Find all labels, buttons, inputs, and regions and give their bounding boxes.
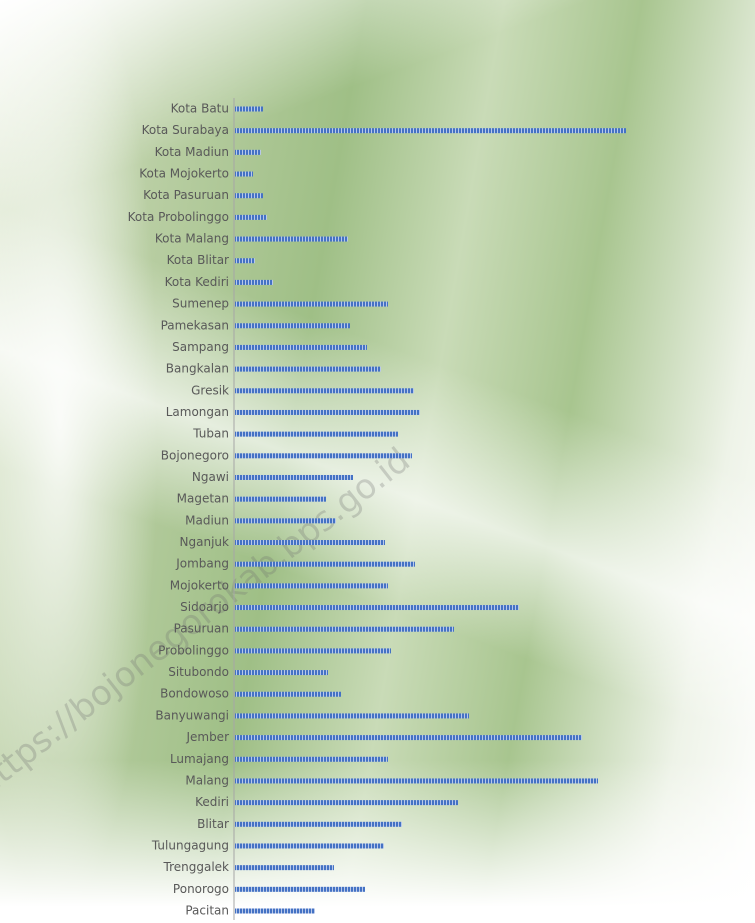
bar: [235, 171, 253, 177]
bar: [235, 193, 263, 199]
bar: [235, 301, 388, 307]
bar: [235, 691, 341, 697]
y-tick-label: Lamongan: [166, 405, 229, 419]
y-tick-label: Bojonegoro: [161, 448, 229, 462]
y-tick-label: Ponorogo: [173, 882, 229, 896]
bar: [235, 431, 398, 437]
y-tick-label: Kota Mojokerto: [139, 167, 229, 181]
bar: [235, 323, 350, 329]
y-tick-label: Ngawi: [192, 470, 229, 484]
y-tick-label: Kota Probolinggo: [128, 210, 229, 224]
bar: [235, 561, 415, 567]
bar: [235, 344, 367, 350]
y-tick-label: Blitar: [197, 817, 229, 831]
bar: [235, 366, 381, 372]
y-tick-label: Bondowoso: [160, 687, 229, 701]
bar: [235, 756, 388, 762]
bar: [235, 496, 326, 502]
bar: [235, 236, 348, 242]
y-tick-label: Mojokerto: [170, 578, 229, 592]
bar: [235, 106, 263, 112]
bar: [235, 583, 388, 589]
y-tick-label: Malang: [185, 773, 229, 787]
bar: [235, 735, 582, 741]
bar: [235, 626, 454, 632]
y-tick-label: Probolinggo: [158, 643, 229, 657]
y-tick-label: Jember: [185, 730, 229, 744]
y-tick-label: Kota Surabaya: [142, 123, 229, 137]
bar: [235, 214, 267, 220]
bar: [235, 540, 385, 546]
bar: [235, 908, 315, 914]
bar: [235, 258, 255, 264]
y-tick-label: Banyuwangi: [155, 708, 229, 722]
y-tick-label: Kediri: [195, 795, 229, 809]
bar: [235, 149, 261, 155]
bar: [235, 886, 365, 892]
bar: [235, 821, 402, 827]
bar: [235, 128, 626, 134]
y-tick-label: Kota Batu: [171, 102, 229, 116]
bar: [235, 670, 328, 676]
y-tick-label: Sumenep: [172, 297, 229, 311]
y-tick-label: Nganjuk: [180, 535, 229, 549]
y-tick-label: Sampang: [172, 340, 229, 354]
y-tick-label: Kota Kediri: [165, 275, 229, 289]
y-tick-label: Pamekasan: [161, 318, 229, 332]
y-tick-label: Kota Madiun: [155, 145, 229, 159]
y-tick-label: Madiun: [185, 513, 229, 527]
bar: [235, 409, 420, 415]
y-tick-label: Sidoarjo: [180, 600, 229, 614]
bar: [235, 865, 334, 871]
bar: [235, 518, 336, 524]
y-tick-label: Jombang: [175, 557, 229, 571]
bar: [235, 713, 469, 719]
y-tick-label: Pacitan: [185, 904, 229, 918]
bar: [235, 605, 519, 611]
y-tick-label: Bangkalan: [166, 362, 229, 376]
y-tick-label: Pasuruan: [174, 622, 229, 636]
y-tick-label: Kota Malang: [155, 232, 229, 246]
bar: [235, 474, 353, 480]
bar: [235, 778, 598, 784]
y-tick-label: Kota Blitar: [167, 253, 229, 267]
y-tick-label: Lumajang: [170, 752, 229, 766]
bar: [235, 453, 412, 459]
y-tick-label: Trenggalek: [163, 860, 230, 874]
y-tick-label: Gresik: [191, 383, 229, 397]
y-tick-label: Magetan: [177, 492, 229, 506]
bar: [235, 388, 414, 394]
bar: [235, 648, 391, 654]
y-tick-label: Tuban: [192, 427, 229, 441]
y-tick-label: Kota Pasuruan: [143, 188, 229, 202]
y-tick-label: Situbondo: [168, 665, 229, 679]
y-tick-label: Tulungagung: [151, 838, 229, 852]
bar: [235, 800, 458, 806]
bar: [235, 279, 273, 285]
bar: [235, 843, 384, 849]
